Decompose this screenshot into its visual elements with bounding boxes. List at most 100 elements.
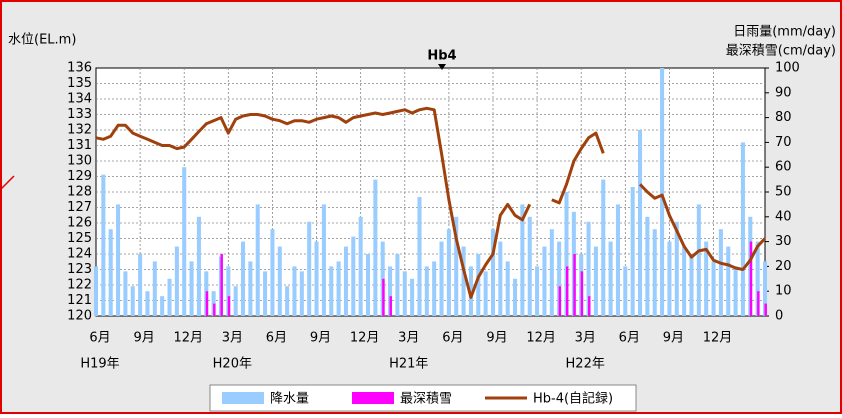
bar	[711, 261, 716, 316]
bar	[226, 266, 231, 316]
bar	[527, 216, 532, 316]
bar	[292, 266, 297, 316]
y-tick-label: 133	[67, 107, 92, 122]
y-tick-label: 122	[67, 278, 92, 293]
bar	[439, 241, 444, 316]
bar	[749, 241, 753, 316]
x-tick-label: 12月	[703, 331, 733, 346]
bar	[182, 167, 187, 316]
bar	[468, 266, 473, 316]
x-tick-label: 3月	[575, 331, 596, 346]
bar	[205, 291, 209, 316]
bar	[593, 246, 598, 316]
bar	[645, 216, 650, 316]
bar	[535, 266, 540, 316]
bar	[277, 246, 282, 316]
y2-tick-label: 80	[775, 110, 792, 125]
bar	[580, 271, 584, 316]
y2-tick-label: 50	[775, 185, 792, 200]
bar	[630, 187, 635, 316]
bar	[314, 241, 319, 316]
year-label: H19年	[80, 357, 119, 372]
y-tick-label: 132	[67, 123, 92, 138]
bar	[213, 303, 216, 316]
year-label: H21年	[389, 357, 428, 372]
legend-label: 降水量	[270, 392, 309, 407]
bar	[490, 229, 496, 316]
bar	[152, 261, 157, 316]
bar	[285, 286, 290, 316]
x-tick-label: 12月	[526, 331, 556, 346]
bar	[652, 229, 657, 316]
bar	[726, 246, 731, 316]
bar	[410, 278, 415, 316]
bar	[454, 216, 459, 316]
bar	[299, 271, 304, 316]
bar	[696, 204, 701, 316]
y-tick-label: 129	[67, 169, 92, 184]
bar	[704, 241, 709, 316]
y-tick-label: 123	[67, 262, 92, 277]
x-tick-label: 3月	[398, 331, 419, 346]
bar	[733, 266, 738, 316]
x-tick-label: 6月	[442, 331, 463, 346]
bar	[220, 254, 223, 316]
x-tick-label: 9月	[310, 331, 331, 346]
x-tick-label: 6月	[89, 331, 110, 346]
bar	[588, 296, 591, 316]
y-tick-label: 131	[67, 138, 92, 153]
bar	[123, 271, 128, 316]
legend-swatch	[352, 392, 394, 404]
bar	[189, 261, 194, 316]
bar	[389, 296, 392, 316]
annotation: Hb4	[427, 49, 456, 64]
annotation-marker	[438, 64, 446, 70]
y-tick-label: 125	[67, 231, 92, 246]
x-tick-label: 3月	[222, 331, 243, 346]
bar	[667, 241, 672, 316]
bar	[601, 179, 606, 316]
bar	[740, 142, 745, 316]
bar	[108, 229, 113, 316]
bar	[388, 266, 393, 316]
bar	[351, 236, 356, 316]
y-tick-label: 135	[67, 76, 92, 91]
bar	[116, 204, 121, 316]
legend	[209, 384, 637, 412]
bar	[241, 241, 246, 316]
bar	[565, 266, 569, 316]
y2-tick-label: 40	[775, 209, 792, 224]
y-tick-label: 120	[67, 309, 92, 324]
y-axis-label: 水位(EL.m)	[8, 33, 76, 48]
bar	[557, 241, 562, 316]
pointer-line	[0, 175, 15, 191]
bar	[542, 246, 547, 316]
bar	[138, 254, 143, 316]
bar	[233, 286, 238, 316]
y-tick-label: 124	[67, 247, 92, 262]
bar	[321, 204, 326, 316]
bar	[674, 221, 679, 316]
bar	[586, 221, 591, 316]
y2-axis-label: 最深積雪(cm/day)	[726, 44, 836, 59]
bar	[638, 130, 643, 316]
bar	[395, 254, 400, 316]
bar	[623, 266, 628, 316]
bar	[476, 254, 481, 316]
x-tick-label: 9月	[663, 331, 684, 346]
y2-tick-label: 10	[775, 284, 792, 299]
y2-tick-label: 20	[775, 259, 792, 274]
y2-tick-label: 90	[775, 85, 792, 100]
y2-tick-label: 100	[775, 61, 800, 76]
bar	[101, 174, 106, 316]
bar	[558, 286, 562, 316]
y-tick-label: 128	[67, 185, 92, 200]
bar	[757, 291, 760, 316]
bar	[513, 278, 518, 316]
bar	[564, 192, 569, 316]
bar	[358, 216, 363, 316]
bar	[365, 254, 371, 316]
year-label: H20年	[213, 357, 252, 372]
